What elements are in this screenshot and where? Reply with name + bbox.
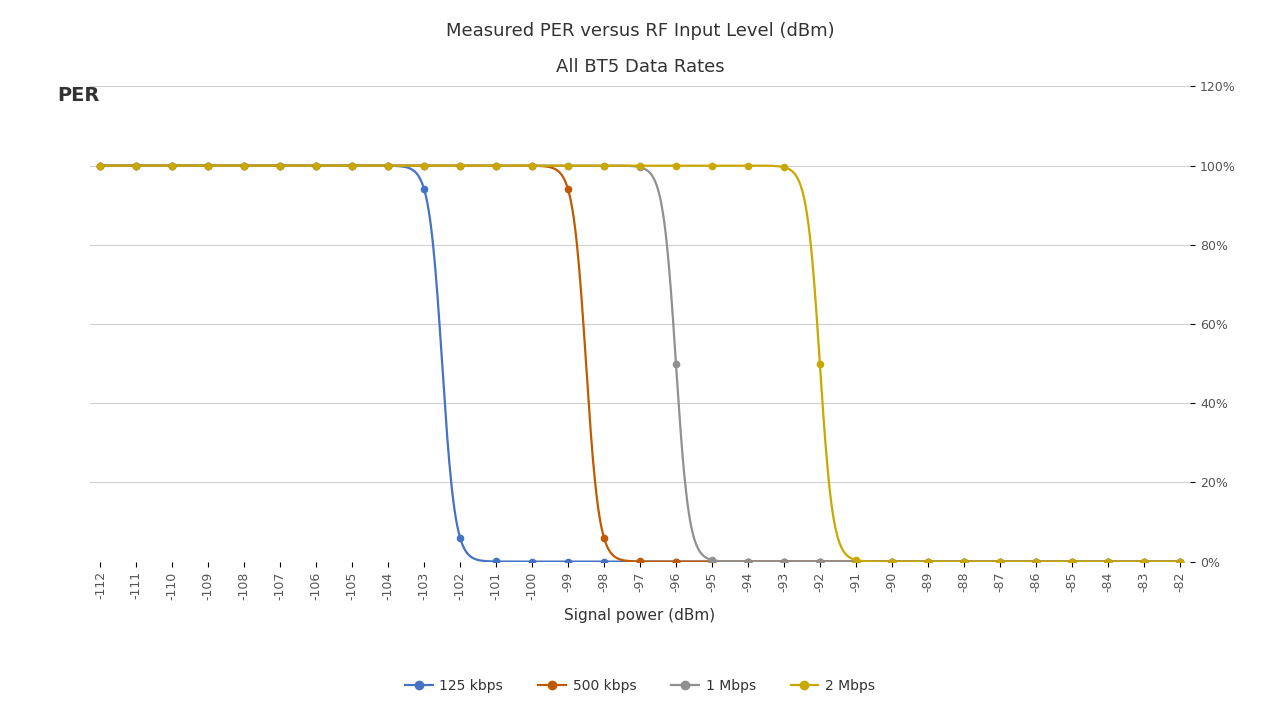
1 Mbps xyxy=(934,557,950,566)
125 kbps xyxy=(1172,557,1188,566)
Text: All BT5 Data Rates: All BT5 Data Rates xyxy=(556,58,724,76)
2 Mbps xyxy=(954,557,969,566)
1 Mbps xyxy=(204,161,219,170)
Text: Measured PER versus RF Input Level (dBm): Measured PER versus RF Input Level (dBm) xyxy=(445,22,835,40)
500 kbps xyxy=(833,557,849,566)
2 Mbps xyxy=(568,161,584,170)
Line: 125 kbps: 125 kbps xyxy=(100,166,1180,562)
1 Mbps xyxy=(568,161,584,170)
125 kbps xyxy=(204,161,219,170)
2 Mbps xyxy=(934,557,950,566)
500 kbps xyxy=(92,161,108,170)
2 Mbps xyxy=(833,543,849,552)
Line: 500 kbps: 500 kbps xyxy=(100,166,1180,562)
Text: PER: PER xyxy=(58,86,100,105)
500 kbps xyxy=(529,161,544,170)
500 kbps xyxy=(568,229,584,238)
1 Mbps xyxy=(954,557,969,566)
500 kbps xyxy=(954,557,969,566)
Line: 2 Mbps: 2 Mbps xyxy=(100,166,1180,562)
X-axis label: Signal power (dBm): Signal power (dBm) xyxy=(564,608,716,623)
125 kbps xyxy=(833,557,849,566)
125 kbps xyxy=(934,557,950,566)
125 kbps xyxy=(568,557,584,566)
500 kbps xyxy=(1172,557,1188,566)
2 Mbps xyxy=(529,161,544,170)
1 Mbps xyxy=(1172,557,1188,566)
125 kbps xyxy=(92,161,108,170)
Line: 1 Mbps: 1 Mbps xyxy=(100,166,1180,562)
1 Mbps xyxy=(833,557,849,566)
2 Mbps xyxy=(204,161,219,170)
Legend: 125 kbps, 500 kbps, 1 Mbps, 2 Mbps: 125 kbps, 500 kbps, 1 Mbps, 2 Mbps xyxy=(399,673,881,698)
1 Mbps xyxy=(529,161,544,170)
125 kbps xyxy=(954,557,969,566)
500 kbps xyxy=(934,557,950,566)
125 kbps xyxy=(529,557,544,566)
1 Mbps xyxy=(92,161,108,170)
500 kbps xyxy=(204,161,219,170)
2 Mbps xyxy=(92,161,108,170)
2 Mbps xyxy=(1172,557,1188,566)
